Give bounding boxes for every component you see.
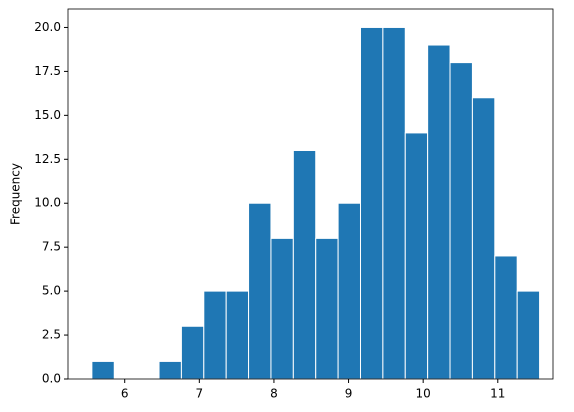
x-tick-label: 10 [416, 387, 431, 401]
bar [248, 202, 272, 380]
y-tick-label: 10.0 [34, 196, 61, 210]
plot-frame [67, 8, 554, 380]
bar [337, 202, 361, 380]
x-tick-label: 6 [121, 387, 129, 401]
bar [91, 360, 115, 380]
bar [471, 97, 496, 380]
x-tick-label: 8 [270, 387, 278, 401]
bar [203, 290, 227, 380]
bar [225, 290, 250, 380]
y-tick-label: 5.0 [42, 284, 61, 298]
y-axis-label: Frequency [9, 163, 23, 225]
x-tick-label: 11 [490, 387, 505, 401]
y-tick-label: 15.0 [34, 108, 61, 122]
x-tick-label: 9 [345, 387, 353, 401]
y-tick-label: 17.5 [34, 64, 61, 78]
y-tick-label: 12.5 [34, 152, 61, 166]
bar [404, 132, 429, 380]
bar [292, 149, 317, 380]
bar [270, 237, 294, 380]
bar [427, 44, 451, 380]
y-tick-label: 7.5 [42, 240, 61, 254]
bar [158, 360, 182, 380]
bar [449, 62, 473, 380]
bar [494, 255, 518, 380]
bar [516, 290, 541, 380]
bar [359, 26, 384, 380]
bar [180, 325, 205, 380]
y-tick-label: 2.5 [42, 328, 61, 342]
bar [382, 26, 406, 380]
y-tick-label: 0.0 [42, 372, 61, 386]
y-tick-label: 20.0 [34, 20, 61, 34]
x-tick-label: 7 [196, 387, 204, 401]
bar [315, 237, 339, 380]
